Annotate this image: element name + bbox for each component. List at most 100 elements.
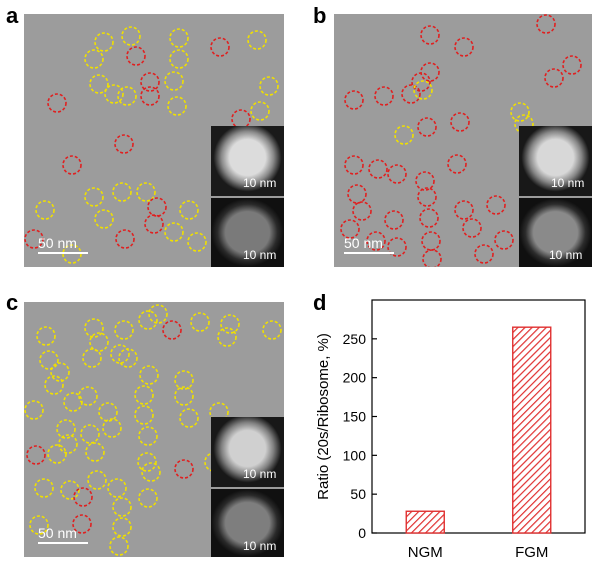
- yellow-particle-circle: [87, 470, 107, 490]
- scale-label-a: 50 nm: [38, 235, 77, 251]
- y-tick-label: 50: [350, 486, 366, 502]
- micrograph-b: 50 nm 10 nm 10 nm: [334, 14, 592, 267]
- yellow-particle-circle: [250, 101, 270, 121]
- red-particle-circle: [544, 68, 564, 88]
- red-particle-circle: [417, 117, 437, 137]
- inset-top-b: 10 nm: [519, 126, 592, 196]
- yellow-particle-circle: [141, 462, 161, 482]
- yellow-particle-circle: [82, 348, 102, 368]
- red-particle-circle: [162, 320, 182, 340]
- yellow-particle-circle: [85, 442, 105, 462]
- panel-label-c: c: [6, 290, 19, 315]
- red-particle-circle: [352, 201, 372, 221]
- red-particle-circle: [450, 112, 470, 132]
- red-particle-circle: [366, 231, 386, 251]
- x-tick-label: FGM: [515, 544, 548, 561]
- red-particle-circle: [420, 62, 440, 82]
- red-particle-circle: [419, 208, 439, 228]
- y-tick-label: 150: [343, 409, 367, 425]
- inset-scale-label-top-b: 10 nm: [551, 176, 585, 190]
- red-particle-circle: [62, 155, 82, 175]
- yellow-particle-circle: [394, 125, 414, 145]
- inset-top-a: 10 nm: [211, 126, 284, 196]
- red-particle-circle: [474, 244, 494, 264]
- red-particle-circle: [387, 164, 407, 184]
- yellow-particle-circle: [139, 365, 159, 385]
- red-particle-circle: [462, 218, 482, 238]
- yellow-particle-circle: [56, 419, 76, 439]
- red-particle-circle: [411, 72, 431, 92]
- red-particle-circle: [454, 200, 474, 220]
- red-particle-circle: [73, 487, 93, 507]
- red-particle-circle: [387, 237, 407, 257]
- yellow-particle-circle: [104, 84, 124, 104]
- inset-scale-label-bottom-a: 10 nm: [243, 248, 277, 262]
- yellow-particle-circle: [217, 327, 237, 347]
- red-particle-circle: [344, 90, 364, 110]
- inset-bottom-a: 10 nm: [211, 198, 284, 267]
- red-particle-circle: [140, 72, 160, 92]
- yellow-particle-circle: [112, 517, 132, 537]
- yellow-particle-circle: [58, 434, 78, 454]
- inset-scale-label-top-a: 10 nm: [243, 176, 277, 190]
- yellow-particle-circle: [169, 28, 189, 48]
- yellow-particle-circle: [209, 402, 229, 422]
- yellow-particle-circle: [259, 76, 279, 96]
- red-particle-circle: [368, 159, 388, 179]
- yellow-particle-circle: [39, 350, 59, 370]
- yellow-particle-circle: [164, 222, 184, 242]
- yellow-particle-circle: [179, 200, 199, 220]
- red-particle-circle: [26, 445, 46, 465]
- y-tick-label: 0: [358, 525, 366, 541]
- red-particle-circle: [420, 25, 440, 45]
- yellow-particle-circle: [174, 370, 194, 390]
- red-particle-circle: [447, 154, 467, 174]
- yellow-particle-circle: [190, 312, 210, 332]
- yellow-particle-circle: [44, 375, 64, 395]
- red-particle-circle: [24, 229, 44, 249]
- yellow-particle-circle: [84, 318, 104, 338]
- yellow-particle-circle: [167, 96, 187, 116]
- yellow-particle-circle: [413, 80, 433, 100]
- yellow-particle-circle: [60, 480, 80, 500]
- red-particle-circle: [340, 219, 360, 239]
- yellow-particle-circle: [174, 386, 194, 406]
- plot-frame: [371, 299, 586, 534]
- yellow-particle-circle: [107, 478, 127, 498]
- yellow-particle-circle: [134, 385, 154, 405]
- yellow-particle-circle: [47, 444, 67, 464]
- inset-top-c: 10 nm: [211, 417, 284, 487]
- red-particle-circle: [147, 197, 167, 217]
- panel-label-d: d: [313, 290, 327, 315]
- inset-scale-label-bottom-c: 10 nm: [243, 539, 277, 553]
- inset-bottom-b: 10 nm: [519, 198, 592, 267]
- red-particle-circle: [231, 109, 251, 129]
- yellow-particle-circle: [50, 362, 70, 382]
- bar-ngm: [405, 510, 445, 534]
- yellow-particle-circle: [138, 426, 158, 446]
- yellow-particle-circle: [179, 408, 199, 428]
- inset-scale-label-top-c: 10 nm: [243, 467, 277, 481]
- scale-label-b: 50 nm: [344, 235, 383, 251]
- red-particle-circle: [114, 134, 134, 154]
- y-tick-label: 100: [343, 447, 367, 463]
- yellow-particle-circle: [164, 71, 184, 91]
- yellow-particle-circle: [35, 200, 55, 220]
- red-particle-circle: [144, 214, 164, 234]
- red-particle-circle: [72, 514, 92, 534]
- yellow-particle-circle: [114, 320, 134, 340]
- bar-fgm: [512, 326, 552, 534]
- yellow-particle-circle: [84, 49, 104, 69]
- scale-bar-b: [344, 252, 394, 254]
- yellow-particle-circle: [138, 488, 158, 508]
- red-particle-circle: [126, 46, 146, 66]
- yellow-particle-circle: [94, 32, 114, 52]
- yellow-particle-circle: [169, 49, 189, 69]
- red-particle-circle: [174, 459, 194, 479]
- yellow-particle-circle: [148, 304, 168, 324]
- yellow-particle-circle: [121, 26, 141, 46]
- yellow-particle-circle: [117, 86, 137, 106]
- yellow-particle-circle: [84, 187, 104, 207]
- red-particle-circle: [140, 86, 160, 106]
- yellow-particle-circle: [98, 402, 118, 422]
